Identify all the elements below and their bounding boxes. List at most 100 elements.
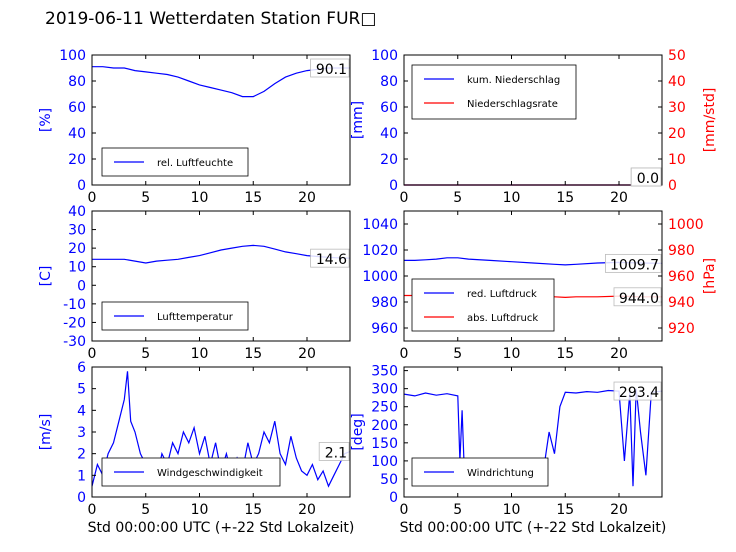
x-tick-label: 20	[610, 346, 628, 362]
axes-frame	[403, 366, 663, 498]
y-tick-label: 960	[371, 321, 398, 337]
legend-entry-1: Windgeschwindigkeit	[157, 468, 263, 479]
y-right-tick-label: 980	[668, 243, 695, 259]
y-tick-label: 40	[68, 126, 86, 142]
current-value-label-box	[310, 58, 350, 78]
legend-entry-1: Lufttemperatur	[157, 312, 234, 323]
series-line-1	[403, 388, 663, 487]
legend: rel. Luftfeuchte	[101, 147, 249, 177]
series-line-1	[91, 371, 351, 488]
x-tick-label: 5	[453, 502, 462, 518]
x-tick-label: 10	[503, 190, 521, 206]
current-value-label: 2.1	[325, 446, 347, 462]
legend-entry-2: abs. Luftdruck	[467, 313, 538, 324]
y-tick-label: 980	[371, 295, 398, 311]
y-tick-label: 60	[380, 100, 398, 116]
current-value-label-right-box	[613, 287, 662, 307]
y-tick-label: 1020	[362, 243, 398, 259]
y-tick-label: 250	[371, 400, 398, 416]
x-tick-label: 5	[141, 502, 150, 518]
series-line-1	[92, 244, 351, 264]
y-tick-label: 0	[389, 178, 398, 194]
subplot-6: 0 5 10 15 20050100150200250300350[deg]293.4W…	[350, 364, 663, 518]
y-tick-label: 0	[77, 178, 86, 194]
legend-box	[411, 278, 555, 332]
y-tick-label: 100	[371, 48, 398, 64]
x-tick-label: 15	[244, 502, 262, 518]
x-tick-label: 20	[298, 346, 316, 362]
y-right-tick-label: 30	[668, 100, 686, 116]
x-tick-label: 20	[298, 190, 316, 206]
subplot-3: 0 5 10 15 20 -30 -20 -10 0 10 20 30 40 [C] 14.6 Lufttem…	[38, 204, 351, 362]
series-line-1	[92, 66, 350, 98]
x-tick-label: 10	[503, 346, 521, 362]
current-value-label-right: 0.0	[637, 171, 659, 187]
y-tick-label: 50	[380, 472, 398, 488]
y-axis-label: [%]	[38, 108, 54, 132]
y-tick-label: 20	[68, 152, 86, 168]
legend: Lufttemperatur	[101, 301, 249, 331]
y-tick-label: 80	[68, 74, 86, 90]
legend: red. Luftdruck abs. Luftdruck	[411, 278, 555, 332]
x-axis-label-1: Std 00:00:00 UTC (+-22 Std Lokalzeit)	[88, 520, 355, 536]
x-tick-label: 10	[191, 502, 209, 518]
y-tick-label: 20	[380, 152, 398, 168]
y-tick-label: 0	[389, 490, 398, 506]
y-tick-label: 200	[371, 418, 398, 434]
x-tick-label: 15	[556, 502, 574, 518]
current-value-label: 14.6	[316, 252, 347, 268]
y-axis-label: [C]	[38, 266, 54, 287]
current-value-label: 1009.7	[610, 257, 659, 273]
subplot-5: 0 5 10 15 20 0 1 2 3 4 5 6 [m/s] 2.1 Windgeschwindigke…	[38, 360, 351, 518]
y-tick-label: 4	[77, 403, 86, 419]
y-tick-label: 5	[77, 382, 86, 398]
current-value-label-box	[318, 442, 350, 461]
x-tick-label: 0	[400, 502, 409, 518]
x-tick-label: 0	[88, 502, 97, 518]
legend-entry-2: Niederschlagsrate	[467, 99, 558, 110]
y-tick-label: 40	[380, 126, 398, 142]
x-tick-label: 15	[244, 190, 262, 206]
y-tick-label: 1	[77, 468, 86, 484]
y-tick-label: 0	[77, 278, 86, 294]
y-tick-label: 40	[68, 204, 86, 220]
current-value-label-box	[613, 381, 662, 401]
y-axis-label: [m/s]	[38, 414, 54, 451]
x-tick-label: 15	[556, 346, 574, 362]
legend-entry-1: rel. Luftfeuchte	[157, 158, 233, 169]
y-right-tick-label: 940	[668, 295, 695, 311]
y-axis-label: [deg]	[350, 413, 366, 450]
y-tick-label: -10	[63, 297, 86, 313]
y-right-tick-label: 10	[668, 152, 686, 168]
y-tick-label: 6	[77, 360, 86, 376]
legend-box	[411, 64, 577, 120]
y-right-tick-label: 20	[668, 126, 686, 142]
axes-frame	[403, 54, 663, 186]
y-tick-label: 300	[371, 382, 398, 398]
y-tick-label: 3	[77, 425, 86, 441]
y-right-axis-label: [mm/std]	[702, 88, 718, 153]
x-tick-label: 0	[400, 346, 409, 362]
y-tick-label: 2	[77, 447, 86, 463]
x-tick-label: 0	[88, 190, 97, 206]
legend: kum. Niederschlag Niederschlagsrate	[411, 64, 577, 120]
y-tick-label: 10	[68, 260, 86, 276]
x-tick-label: 20	[610, 502, 628, 518]
x-tick-label: 5	[453, 346, 462, 362]
legend: Windrichtung	[411, 457, 549, 487]
x-tick-label: 5	[141, 346, 150, 362]
y-right-axis-label: [hPa]	[702, 258, 718, 294]
subplot-4: 0 5 10 15 20 960 980 1000 1020 1040 920 940 960 980 10…	[362, 210, 718, 362]
current-value-label-right-box	[630, 167, 662, 187]
x-tick-label: 15	[556, 190, 574, 206]
legend: Windgeschwindigkeit	[101, 457, 281, 487]
x-axis-label-2: Std 00:00:00 UTC (+-22 Std Lokalzeit)	[400, 520, 667, 536]
y-right-tick-label: 40	[668, 74, 686, 90]
y-tick-label: 20	[68, 241, 86, 257]
legend-entry-1: red. Luftdruck	[467, 289, 537, 300]
x-tick-label: 0	[400, 190, 409, 206]
legend-entry-1: kum. Niederschlag	[467, 75, 560, 86]
x-tick-label: 10	[503, 502, 521, 518]
y-right-tick-label: 960	[668, 269, 695, 285]
